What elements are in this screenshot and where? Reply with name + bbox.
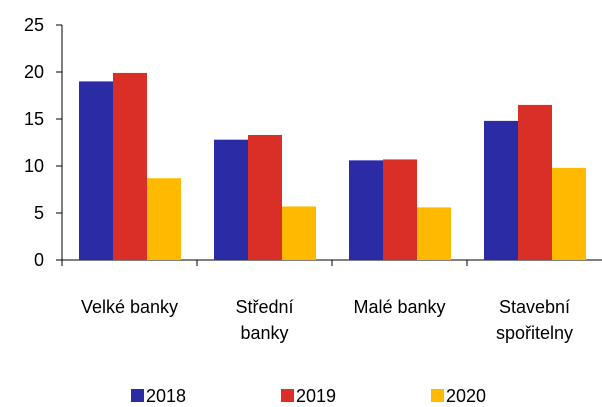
y-tick-label: 0 (34, 250, 44, 270)
bar-2018 (484, 120, 518, 260)
legend-item: 2020 (431, 386, 486, 406)
x-category-label: Stavební spořitelny (496, 297, 573, 343)
bar-2019 (113, 72, 147, 260)
x-category-label-line: banky (240, 323, 288, 343)
x-category-label-line: Střední (235, 297, 293, 317)
bar-2019 (518, 104, 552, 261)
x-category-label-line: Velké banky (81, 297, 178, 317)
x-category-label-line: Stavební (499, 297, 570, 317)
bar-2020 (552, 167, 586, 260)
bar-2018 (79, 81, 113, 261)
legend: 2018 2019 2020 (131, 386, 486, 406)
x-category-label: Velké banky (81, 297, 178, 317)
x-category-label-line: Malé banky (353, 297, 445, 317)
bar-2020 (417, 207, 451, 260)
x-category-label-line: spořitelny (496, 323, 573, 343)
y-axis: 0 5 10 15 20 25 (24, 15, 63, 270)
legend-item: 2019 (281, 386, 336, 406)
legend-swatch (431, 389, 444, 402)
bar-2018 (349, 160, 383, 260)
bar-2020 (282, 206, 316, 260)
bar-2020 (147, 178, 181, 260)
bar-2019 (383, 159, 417, 260)
bar-2019 (248, 134, 282, 260)
y-tick-label: 15 (24, 109, 44, 129)
legend-label: 2020 (446, 386, 486, 406)
y-tick-label: 10 (24, 156, 44, 176)
y-tick-label: 20 (24, 62, 44, 82)
legend-swatch (131, 389, 144, 402)
x-axis: Velké banky Střední banky Malé banky Stavebn… (61, 259, 602, 343)
legend-label: 2019 (296, 386, 336, 406)
x-category-label: Střední banky (235, 297, 293, 343)
x-category-label: Malé banky (353, 297, 445, 317)
y-tick-label: 25 (24, 15, 44, 35)
legend-label: 2018 (146, 386, 186, 406)
bars (79, 72, 586, 261)
legend-item: 2018 (131, 386, 186, 406)
y-tick-label: 5 (34, 203, 44, 223)
legend-swatch (281, 389, 294, 402)
bar-2018 (214, 139, 248, 260)
